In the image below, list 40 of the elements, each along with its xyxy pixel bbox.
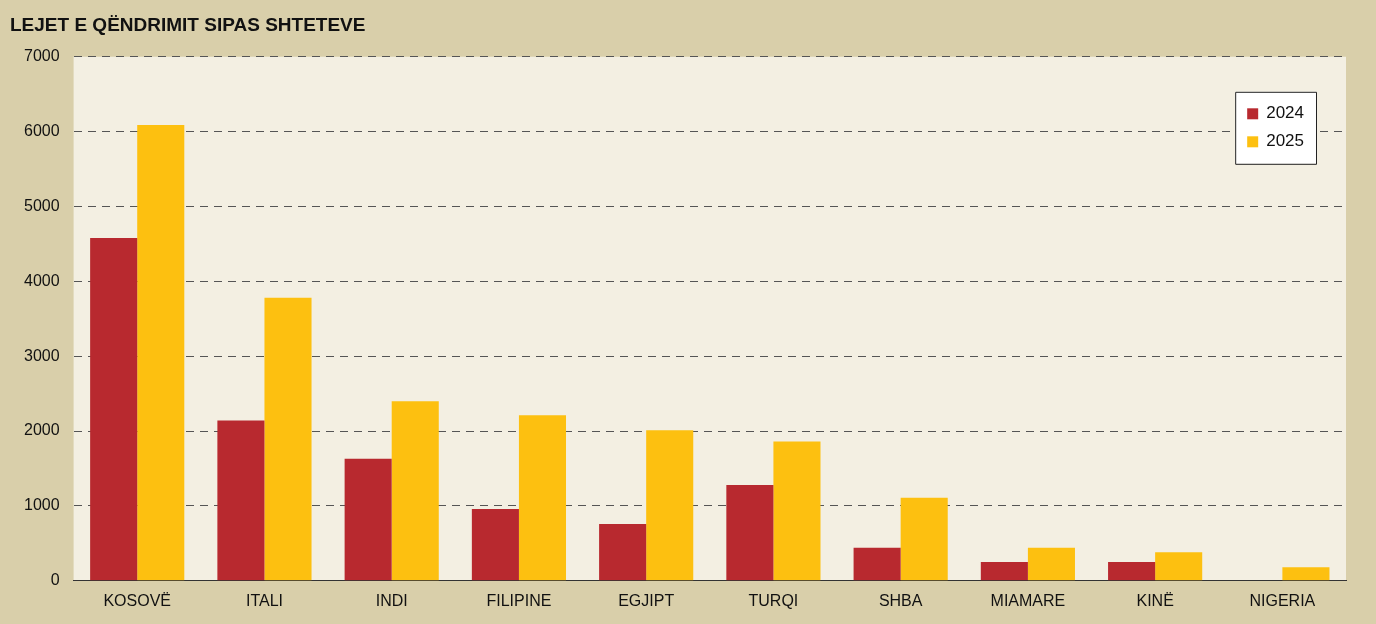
x-tick-label: FILIPINE bbox=[486, 591, 552, 609]
y-tick-label: 3000 bbox=[24, 346, 60, 364]
x-tick-label: MIAMARE bbox=[990, 591, 1066, 609]
bar bbox=[1282, 567, 1330, 581]
bar bbox=[137, 124, 185, 581]
x-tick-label: KOSOVË bbox=[103, 591, 171, 609]
x-tick-label: NIGERIA bbox=[1249, 591, 1316, 609]
bar bbox=[90, 237, 138, 581]
x-tick-label: KINË bbox=[1136, 591, 1174, 609]
x-tick-label: TURQI bbox=[748, 591, 799, 609]
bar bbox=[599, 523, 647, 581]
x-tick-label: INDI bbox=[375, 591, 408, 609]
bar bbox=[264, 297, 312, 581]
y-tick-label: 4000 bbox=[24, 271, 60, 289]
bar bbox=[1027, 547, 1075, 581]
bar bbox=[344, 458, 392, 581]
bar bbox=[518, 415, 567, 581]
chart-title: LEJET E QËNDRIMIT SIPAS SHTETEVE bbox=[10, 13, 366, 35]
x-tick-label: EGJIPT bbox=[618, 591, 675, 609]
bar bbox=[1108, 562, 1156, 581]
y-tick-label: 2000 bbox=[24, 421, 60, 439]
bar bbox=[646, 430, 694, 581]
bar bbox=[726, 484, 774, 581]
legend-label: 2024 bbox=[1266, 103, 1305, 123]
bar bbox=[853, 547, 901, 581]
y-tick-label: 7000 bbox=[24, 47, 60, 65]
bar bbox=[1155, 552, 1203, 581]
bar bbox=[217, 420, 265, 581]
bar bbox=[471, 508, 519, 581]
y-tick-label: 5000 bbox=[24, 196, 60, 214]
x-tick-label: ITALI bbox=[245, 591, 283, 609]
y-tick-label: 6000 bbox=[24, 122, 60, 140]
bar bbox=[391, 401, 439, 581]
y-tick-label: 1000 bbox=[24, 496, 60, 514]
bar bbox=[980, 562, 1028, 581]
bar bbox=[773, 441, 821, 581]
x-tick-label: SHBA bbox=[878, 591, 923, 609]
bar bbox=[900, 497, 948, 581]
legend-label: 2025 bbox=[1266, 131, 1305, 151]
y-tick-label: 0 bbox=[50, 571, 60, 589]
